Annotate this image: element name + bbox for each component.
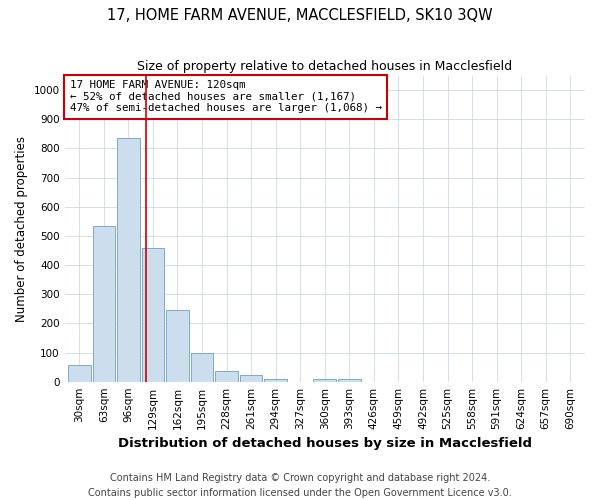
Y-axis label: Number of detached properties: Number of detached properties xyxy=(15,136,28,322)
Bar xyxy=(215,371,238,382)
Title: Size of property relative to detached houses in Macclesfield: Size of property relative to detached ho… xyxy=(137,60,512,73)
Bar xyxy=(166,310,189,382)
Bar xyxy=(240,376,262,382)
Bar xyxy=(92,226,115,382)
Bar xyxy=(142,248,164,382)
Text: Contains HM Land Registry data © Crown copyright and database right 2024.
Contai: Contains HM Land Registry data © Crown c… xyxy=(88,472,512,498)
Bar xyxy=(338,380,361,382)
Bar xyxy=(313,380,336,382)
Bar xyxy=(265,379,287,382)
Bar xyxy=(117,138,140,382)
Text: 17, HOME FARM AVENUE, MACCLESFIELD, SK10 3QW: 17, HOME FARM AVENUE, MACCLESFIELD, SK10… xyxy=(107,8,493,22)
Bar xyxy=(191,354,214,382)
X-axis label: Distribution of detached houses by size in Macclesfield: Distribution of detached houses by size … xyxy=(118,437,532,450)
Bar xyxy=(68,365,91,382)
Text: 17 HOME FARM AVENUE: 120sqm
← 52% of detached houses are smaller (1,167)
47% of : 17 HOME FARM AVENUE: 120sqm ← 52% of det… xyxy=(70,80,382,114)
